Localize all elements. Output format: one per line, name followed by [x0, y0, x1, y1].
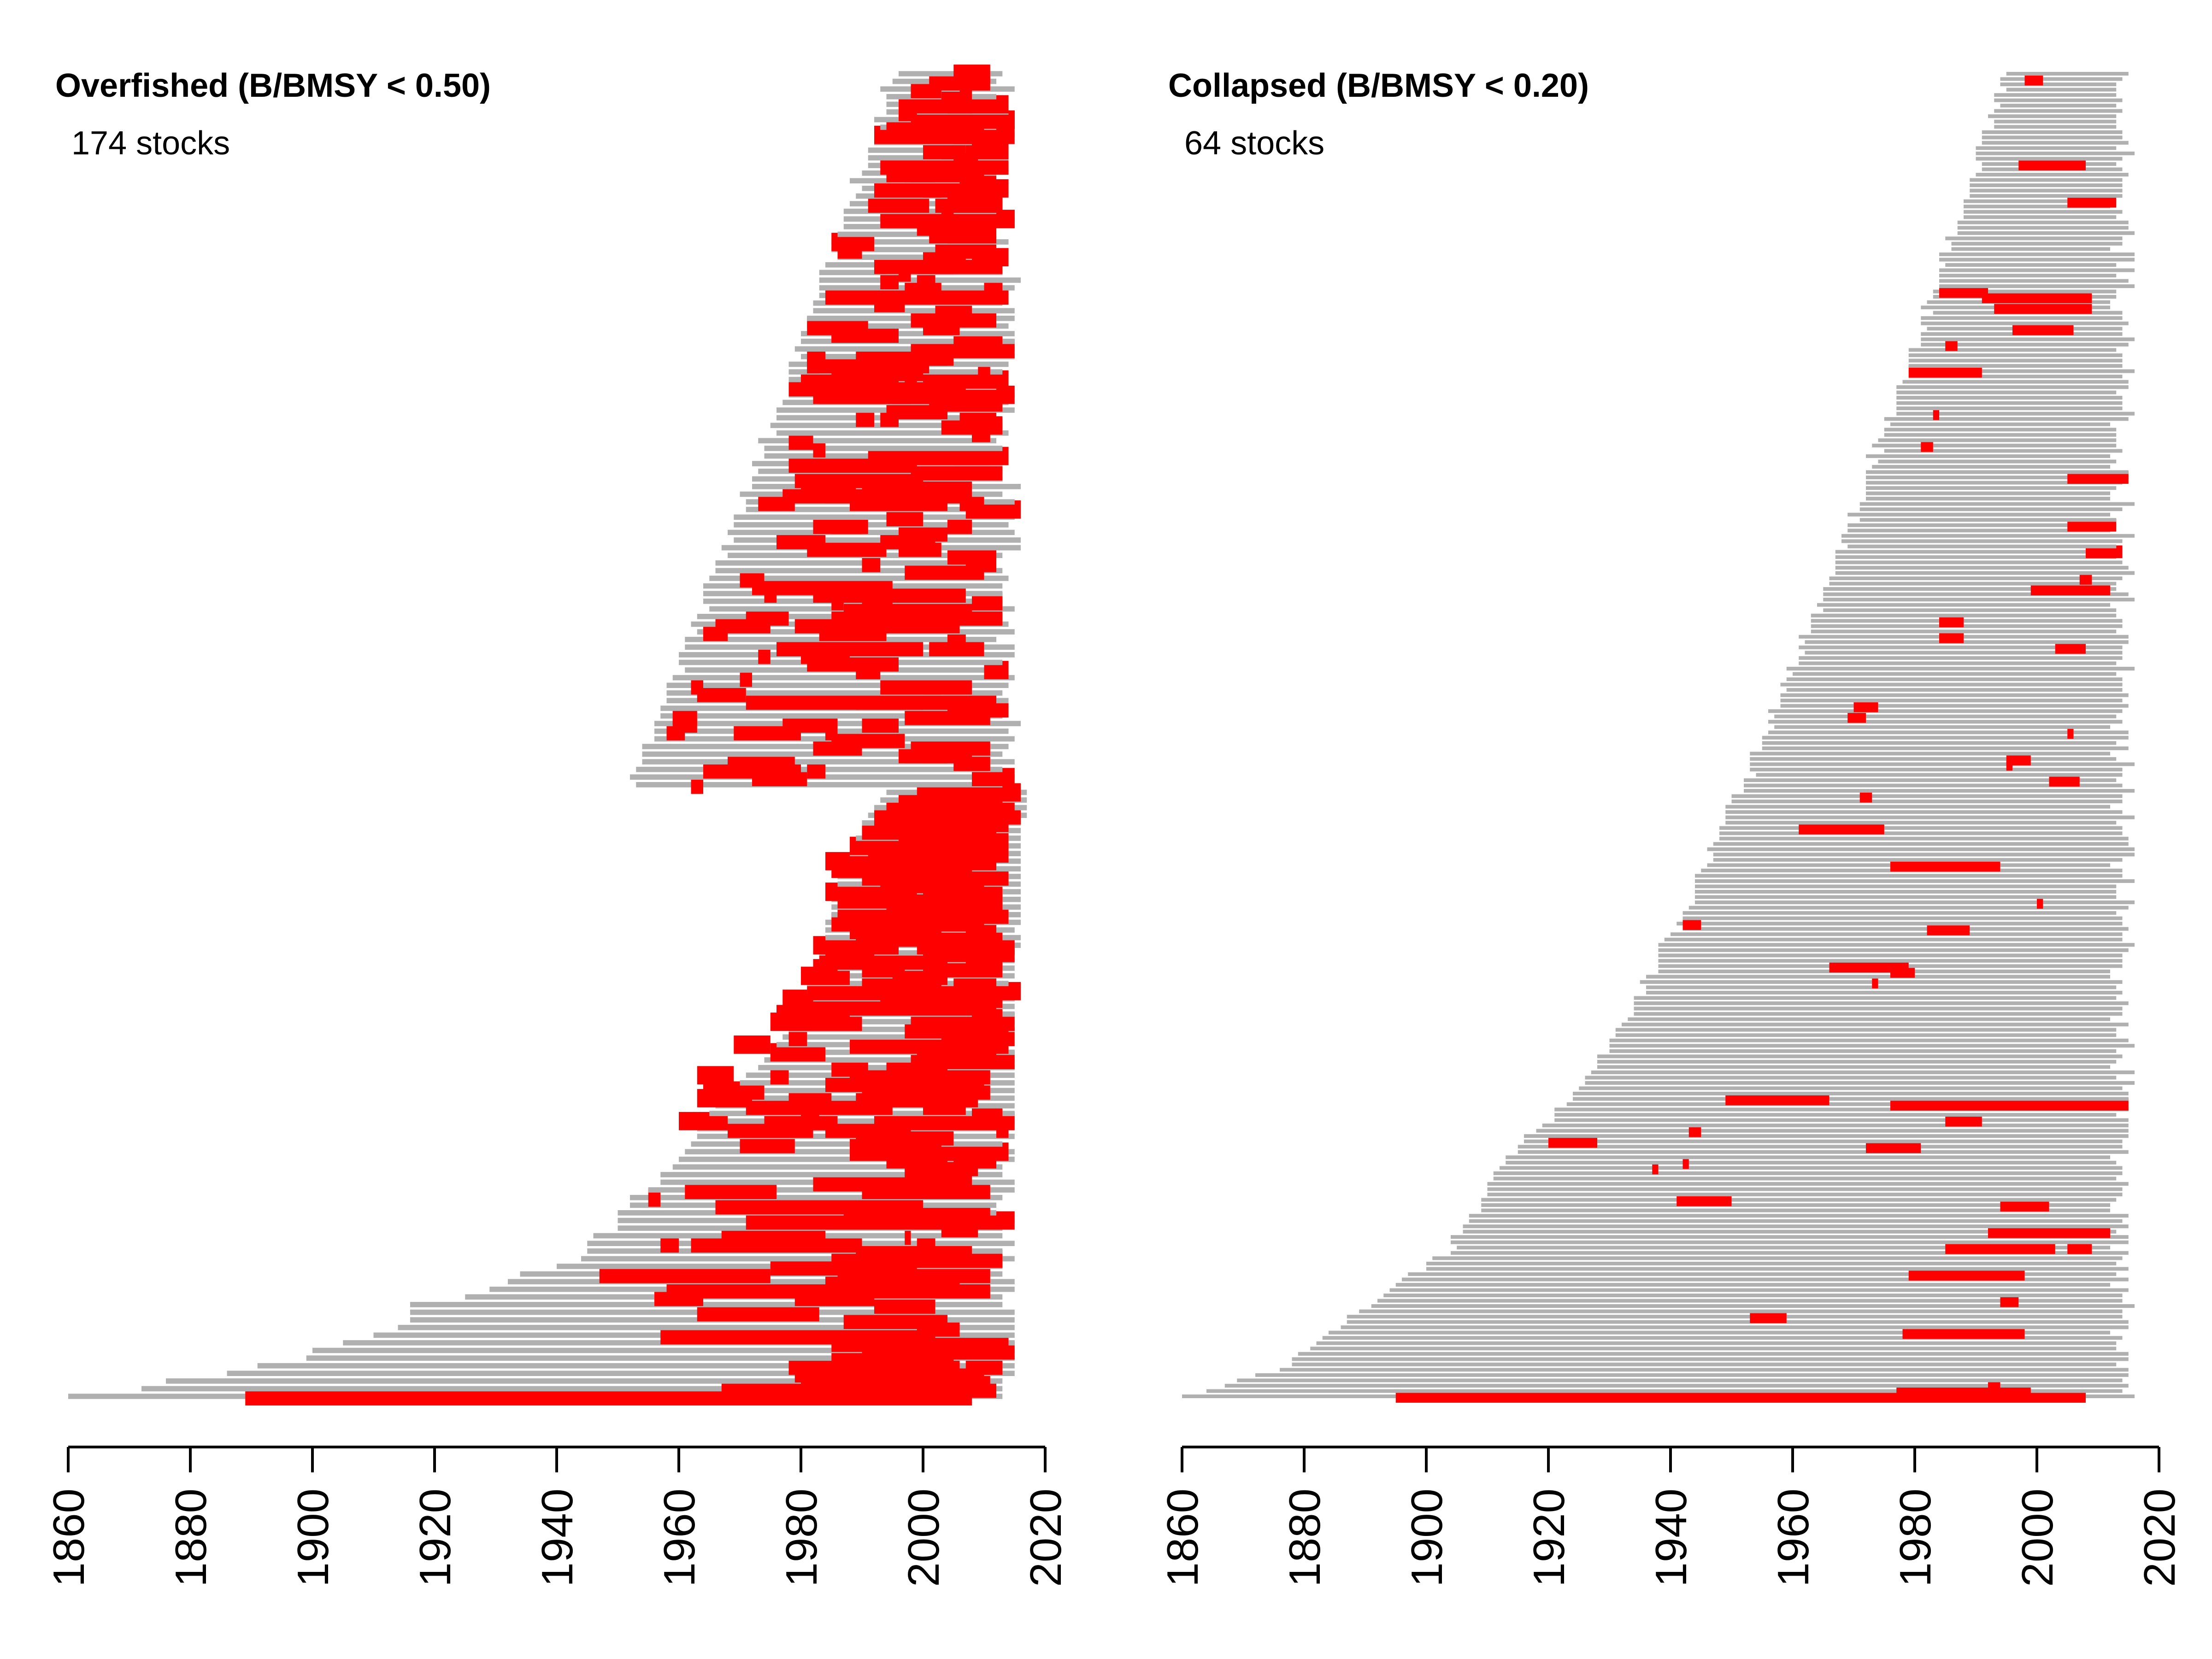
panel-collapsed: Collapsed (B/BMSY < 0.20) 64 stocks 1860… [1158, 67, 2184, 1587]
x-tick-label: 1880 [1280, 1488, 1330, 1587]
panel-title: Overfished (B/BMSY < 0.50) [55, 67, 491, 104]
x-tick-label: 1880 [166, 1488, 216, 1587]
x-tick-label: 1860 [1158, 1488, 1207, 1587]
x-axis: 1860 1880 1900 1920 1940 1960 1980 2000 2020 [1158, 1446, 2184, 1587]
x-tick-label: 1980 [1891, 1488, 1940, 1587]
x-tick-label: 1980 [777, 1488, 826, 1587]
x-tick-label: 1900 [1402, 1488, 1452, 1587]
x-tick-label: 1940 [533, 1488, 582, 1587]
x-tick-label: 1900 [288, 1488, 338, 1587]
x-tick-label: 1940 [1647, 1488, 1696, 1587]
stock-rows [68, 65, 1027, 1406]
x-tick-label: 1960 [1769, 1488, 1818, 1587]
x-tick-label: 2000 [899, 1488, 948, 1587]
panel-overfished: Overfished (B/BMSY < 0.50) 174 stocks 18… [44, 65, 1071, 1587]
panel-subtitle: 64 stocks [1184, 125, 1324, 162]
x-tick-label: 1920 [1524, 1488, 1574, 1587]
x-tick-label: 1960 [655, 1488, 704, 1587]
x-tick-label: 2020 [1021, 1488, 1071, 1587]
stock-rows [1182, 71, 2135, 1403]
x-tick-label: 2000 [2013, 1488, 2062, 1587]
x-tick-label: 1860 [44, 1488, 94, 1587]
x-tick-label: 2020 [2135, 1488, 2184, 1587]
panel-subtitle: 174 stocks [71, 125, 230, 162]
x-axis: 1860 1880 1900 1920 1940 1960 1980 2000 2020 [44, 1446, 1071, 1587]
x-tick-label: 1920 [411, 1488, 460, 1587]
panel-title: Collapsed (B/BMSY < 0.20) [1168, 67, 1589, 104]
